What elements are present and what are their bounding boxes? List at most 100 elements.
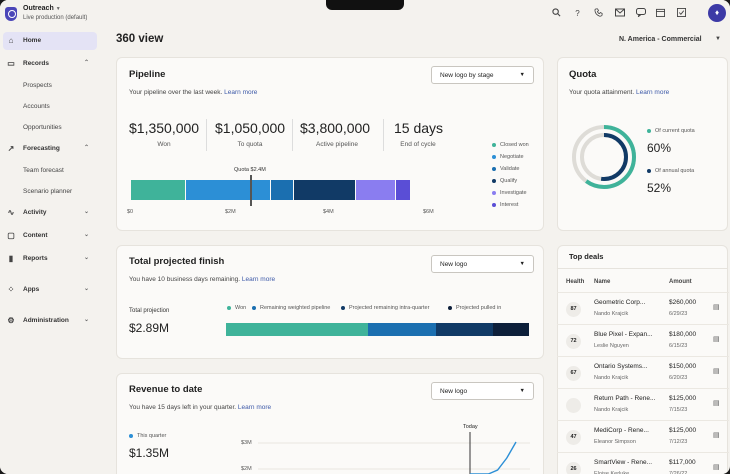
deal-name[interactable]: Blue Pixel - Expan... <box>594 331 653 338</box>
divider <box>292 119 293 151</box>
sidebar-item-content[interactable]: ▢ Content ⌄ <box>3 227 97 245</box>
projected-bar-segment[interactable] <box>226 323 368 336</box>
sidebar-item-team-forecast[interactable]: Team forecast <box>3 162 97 180</box>
sidebar-item-scenario-planner[interactable]: Scenario planner <box>3 183 97 201</box>
projected-bar-segment[interactable] <box>435 323 494 336</box>
chat-icon[interactable] <box>635 8 646 19</box>
pipeline-bar-segment[interactable] <box>356 180 395 200</box>
deal-amount: $125,000 <box>669 427 697 434</box>
org-switcher[interactable]: Outreach ▼ <box>23 5 61 12</box>
column-header-health[interactable]: Health <box>566 279 585 285</box>
revenue-learn-more-link[interactable]: Learn more <box>237 404 272 411</box>
deal-row[interactable]: 26 SmartView - Rene... Eloise Kerluke $117,… <box>557 452 729 474</box>
phone-icon[interactable] <box>593 8 604 19</box>
pipeline-bar-segment[interactable] <box>396 180 410 200</box>
search-icon[interactable] <box>551 8 562 19</box>
deal-close-date: 6/29/23 <box>669 311 688 317</box>
open-deal-icon[interactable]: ▤ <box>713 432 720 439</box>
legend-dot <box>492 202 496 207</box>
pipeline-learn-more-link[interactable]: Learn more <box>224 89 258 96</box>
sidebar-item-apps[interactable]: ⁘ Apps ⌄ <box>3 281 97 299</box>
open-deal-icon[interactable]: ▤ <box>713 368 720 375</box>
sidebar-item-records[interactable]: ▭ Records ⌃ <box>3 55 97 73</box>
legend-dot <box>492 142 496 147</box>
sidebar-item-home[interactable]: ⌂ Home <box>3 32 97 50</box>
sidebar-item-opportunities[interactable]: Opportunities <box>3 119 97 137</box>
legend-dot <box>492 154 496 159</box>
pipeline-bar-segment[interactable] <box>293 180 355 200</box>
user-avatar[interactable]: ♦ <box>708 4 726 22</box>
quota-learn-more-link[interactable]: Learn more <box>635 89 670 96</box>
deal-name[interactable]: Ontario Systems... <box>594 363 648 370</box>
kpi-active-pipeline-value: $3,800,000 <box>300 120 371 136</box>
deal-row[interactable]: 47 MediCorp - Rene... Eleanor Simpson $125,… <box>557 420 729 452</box>
chevron-down-icon: ⌄ <box>83 286 89 292</box>
legend-label: Remaining weighted pipeline <box>260 305 331 311</box>
pipeline-bar-segment[interactable] <box>186 180 270 200</box>
column-header-name[interactable]: Name <box>594 279 611 285</box>
forecasting-icon: ↗ <box>7 144 15 153</box>
sidebar-item-accounts[interactable]: Accounts <box>3 98 97 116</box>
help-icon[interactable]: ? <box>575 9 580 18</box>
quota-current-legend: Of current quota <box>647 128 695 134</box>
open-deal-icon[interactable]: ▤ <box>713 400 720 407</box>
sidebar-item-prospects[interactable]: Prospects <box>3 77 97 95</box>
sidebar-item-label: Apps <box>23 286 40 293</box>
sidebar-item-administration[interactable]: ⚙ Administration ⌄ <box>3 312 97 330</box>
pipeline-bar-segment[interactable] <box>131 180 185 200</box>
projected-learn-more-link[interactable]: Learn more <box>241 276 276 283</box>
projected-bar-segment[interactable] <box>367 323 436 336</box>
open-deal-icon[interactable]: ▤ <box>713 304 720 311</box>
sidebar: ⌂ Home ▭ Records ⌃ Prospects Accounts Op… <box>0 28 102 474</box>
deal-row[interactable]: 72 Blue Pixel - Expan... Leslie Nguyen $180… <box>557 324 729 356</box>
pipeline-filter-select[interactable]: New logo by stage ▼ <box>431 66 534 84</box>
legend-dot <box>129 433 133 438</box>
deal-amount: $117,000 <box>669 459 696 466</box>
calendar-icon[interactable] <box>655 8 666 19</box>
projected-subtitle: You have 10 business days remaining. Lea… <box>129 276 275 283</box>
health-score-badge: 72 <box>566 334 581 349</box>
sidebar-item-activity[interactable]: ∿ Activity ⌄ <box>3 204 97 222</box>
open-deal-icon[interactable]: ▤ <box>713 464 720 471</box>
deal-name[interactable]: SmartView - Rene... <box>594 459 653 466</box>
column-header-amount[interactable]: Amount <box>669 279 692 285</box>
sidebar-item-label: Administration <box>23 317 69 324</box>
deal-name[interactable]: Return Path - Rene... <box>594 395 656 402</box>
page-title: 360 view <box>116 33 164 45</box>
deal-name[interactable]: Geometric Corp... <box>594 299 646 306</box>
projection-label: Total projection <box>129 308 170 314</box>
deal-row[interactable]: Return Path - Rene... Nando Krajcik $125,0… <box>557 388 729 420</box>
sidebar-item-label: Reports <box>23 255 48 262</box>
quota-subtitle: Your quota attainment. Learn more <box>569 89 669 96</box>
mail-icon[interactable] <box>614 8 625 19</box>
deal-row[interactable]: 87 Geometric Corp... Nando Krajcik $260,000… <box>557 292 729 324</box>
projected-bar-segment[interactable] <box>493 323 529 336</box>
pipeline-bar-segment[interactable] <box>271 180 293 200</box>
revenue-subtitle: You have 15 days left in your quarter. L… <box>129 404 271 411</box>
sidebar-item-reports[interactable]: ▮ Reports ⌄ <box>3 250 97 268</box>
sidebar-item-label: Accounts <box>23 103 50 110</box>
pipeline-subtitle: Your pipeline over the last week. Learn … <box>129 89 257 96</box>
outreach-logo-icon[interactable] <box>5 7 17 21</box>
legend-item: Investigate <box>492 190 527 196</box>
kpi-won-value: $1,350,000 <box>129 120 200 136</box>
deal-close-date: 6/20/23 <box>669 375 688 381</box>
revenue-filter-select[interactable]: New logo ▼ <box>431 382 534 400</box>
deal-row[interactable]: 67 Ontario Systems... Nando Krajcik $150,00… <box>557 356 729 388</box>
chevron-down-icon[interactable]: ▼ <box>715 36 721 42</box>
chevron-down-icon: ⌄ <box>83 317 89 323</box>
legend-dot <box>448 305 452 310</box>
open-deal-icon[interactable]: ▤ <box>713 336 720 343</box>
deal-name[interactable]: MediCorp - Rene... <box>594 427 649 434</box>
chevron-down-icon: ▼ <box>55 6 61 12</box>
sidebar-item-forecasting[interactable]: ↗ Forecasting ⌃ <box>3 140 97 158</box>
chevron-down-icon: ▼ <box>519 72 525 78</box>
legend-label: This quarter <box>137 433 167 439</box>
projected-filter-select[interactable]: New logo ▼ <box>431 255 534 273</box>
select-value: New logo <box>440 388 468 395</box>
region-selector[interactable]: N. America - Commercial <box>619 36 702 43</box>
chevron-up-icon: ⌃ <box>83 60 89 66</box>
legend-dot <box>647 168 651 173</box>
tasks-icon[interactable] <box>676 8 687 19</box>
